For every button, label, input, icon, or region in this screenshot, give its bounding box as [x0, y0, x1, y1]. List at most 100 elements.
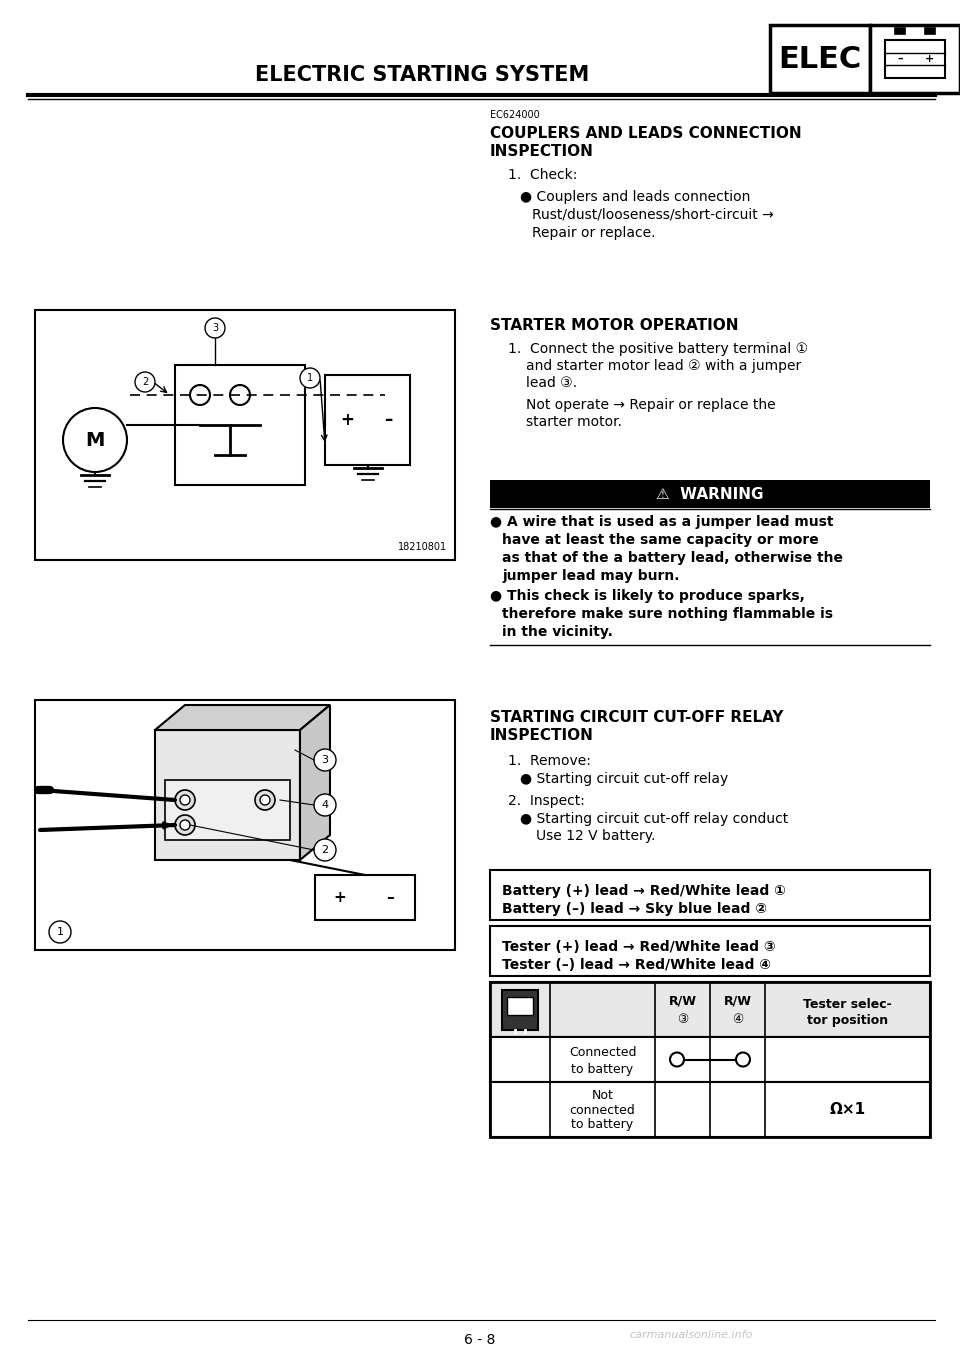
- Text: –: –: [898, 54, 902, 64]
- Bar: [507, 997, 533, 1014]
- Text: in the vicinity.: in the vicinity.: [502, 625, 612, 640]
- Bar: [35, 310, 455, 559]
- Text: jumper lead may burn.: jumper lead may burn.: [502, 569, 680, 583]
- Text: INSPECTION: INSPECTION: [490, 728, 594, 743]
- Text: 1.  Connect the positive battery terminal ①: 1. Connect the positive battery terminal…: [508, 342, 808, 356]
- Text: Not: Not: [591, 1089, 613, 1103]
- Text: ELECTRIC STARTING SYSTEM: ELECTRIC STARTING SYSTEM: [255, 65, 589, 86]
- Text: ● Starting circuit cut-off relay conduct: ● Starting circuit cut-off relay conduct: [520, 812, 788, 826]
- Text: Use 12 V battery.: Use 12 V battery.: [536, 828, 656, 843]
- Text: Tester selec-: Tester selec-: [804, 998, 892, 1010]
- Text: Repair or replace.: Repair or replace.: [532, 225, 656, 240]
- Bar: [325, 375, 410, 464]
- Text: and starter motor lead ② with a jumper: and starter motor lead ② with a jumper: [526, 359, 802, 373]
- Text: –: –: [384, 411, 392, 429]
- Text: +: +: [334, 889, 347, 904]
- Text: INSPECTION: INSPECTION: [490, 144, 594, 159]
- Bar: [155, 731, 300, 860]
- Text: to battery: to battery: [571, 1063, 634, 1076]
- Polygon shape: [300, 705, 330, 860]
- Bar: [925, 29, 935, 34]
- Text: R/W: R/W: [668, 995, 697, 1008]
- Circle shape: [205, 318, 225, 338]
- Text: COUPLERS AND LEADS CONNECTION: COUPLERS AND LEADS CONNECTION: [490, 126, 802, 141]
- Bar: [490, 479, 930, 508]
- Bar: [35, 699, 455, 951]
- Text: 4: 4: [322, 800, 328, 809]
- Text: 1.  Check:: 1. Check:: [508, 168, 577, 182]
- Bar: [490, 1082, 930, 1137]
- Text: M: M: [85, 430, 105, 449]
- Text: 2: 2: [142, 378, 148, 387]
- Circle shape: [255, 790, 275, 809]
- Circle shape: [736, 1052, 750, 1066]
- Text: as that of the a battery lead, otherwise the: as that of the a battery lead, otherwise…: [502, 551, 843, 565]
- Bar: [490, 870, 930, 919]
- Bar: [885, 39, 945, 77]
- Text: Rust/dust/looseness/short-circuit →: Rust/dust/looseness/short-circuit →: [532, 208, 774, 221]
- Circle shape: [314, 794, 336, 816]
- Bar: [490, 1038, 930, 1082]
- Circle shape: [180, 820, 190, 830]
- Text: Battery (+) lead → Red/White lead ①: Battery (+) lead → Red/White lead ①: [502, 884, 786, 898]
- Text: Not operate → Repair or replace the: Not operate → Repair or replace the: [526, 398, 776, 411]
- Circle shape: [300, 368, 320, 388]
- Text: STARTING CIRCUIT CUT-OFF RELAY: STARTING CIRCUIT CUT-OFF RELAY: [490, 710, 783, 725]
- Text: therefore make sure nothing flammable is: therefore make sure nothing flammable is: [502, 607, 833, 621]
- Bar: [175, 365, 305, 485]
- Text: ● A wire that is used as a jumper lead must: ● A wire that is used as a jumper lead m…: [490, 515, 833, 530]
- Text: Connected: Connected: [568, 1046, 636, 1059]
- Text: 6 - 8: 6 - 8: [465, 1334, 495, 1347]
- Text: 1: 1: [307, 373, 313, 383]
- Circle shape: [63, 407, 127, 473]
- Bar: [490, 926, 930, 976]
- Bar: [770, 24, 870, 92]
- Bar: [895, 29, 905, 34]
- Bar: [870, 24, 960, 92]
- Circle shape: [180, 794, 190, 805]
- Text: have at least the same capacity or more: have at least the same capacity or more: [502, 532, 819, 547]
- Circle shape: [260, 794, 270, 805]
- Text: 18210801: 18210801: [397, 542, 447, 551]
- Circle shape: [230, 386, 250, 405]
- Circle shape: [314, 839, 336, 861]
- Text: ● This check is likely to produce sparks,: ● This check is likely to produce sparks…: [490, 589, 804, 603]
- Text: Tester (–) lead → Red/White lead ④: Tester (–) lead → Red/White lead ④: [502, 957, 771, 972]
- Text: lead ③.: lead ③.: [526, 376, 577, 390]
- Text: +: +: [925, 54, 935, 64]
- Text: ● Starting circuit cut-off relay: ● Starting circuit cut-off relay: [520, 771, 729, 786]
- Circle shape: [190, 386, 210, 405]
- Text: starter motor.: starter motor.: [526, 416, 622, 429]
- Text: EC624000: EC624000: [490, 110, 540, 120]
- Bar: [502, 990, 538, 1029]
- Circle shape: [175, 815, 195, 835]
- Text: 3: 3: [212, 323, 218, 333]
- Bar: [165, 779, 290, 841]
- Text: Battery (–) lead → Sky blue lead ②: Battery (–) lead → Sky blue lead ②: [502, 902, 767, 917]
- Bar: [490, 982, 930, 1038]
- Circle shape: [49, 921, 71, 942]
- Text: –: –: [386, 889, 394, 904]
- Text: 1: 1: [57, 928, 63, 937]
- Text: ③: ③: [677, 1013, 688, 1025]
- Circle shape: [670, 1052, 684, 1066]
- Text: tor position: tor position: [807, 1014, 888, 1027]
- Text: 2: 2: [322, 845, 328, 856]
- Bar: [315, 875, 415, 919]
- Text: 2.  Inspect:: 2. Inspect:: [508, 794, 585, 808]
- Text: 3: 3: [322, 755, 328, 765]
- Text: to battery: to battery: [571, 1119, 634, 1131]
- Text: STARTER MOTOR OPERATION: STARTER MOTOR OPERATION: [490, 318, 738, 333]
- Polygon shape: [155, 705, 330, 731]
- Text: R/W: R/W: [724, 995, 752, 1008]
- Text: ⚠  WARNING: ⚠ WARNING: [657, 486, 764, 501]
- Circle shape: [135, 372, 155, 392]
- Text: ELEC: ELEC: [779, 45, 862, 73]
- Circle shape: [175, 790, 195, 809]
- Text: Ω×1: Ω×1: [829, 1101, 866, 1118]
- Text: connected: connected: [569, 1104, 636, 1118]
- Text: 1.  Remove:: 1. Remove:: [508, 754, 590, 769]
- Text: Tester (+) lead → Red/White lead ③: Tester (+) lead → Red/White lead ③: [502, 940, 776, 955]
- Text: ● Couplers and leads connection: ● Couplers and leads connection: [520, 190, 751, 204]
- Bar: [490, 982, 930, 1137]
